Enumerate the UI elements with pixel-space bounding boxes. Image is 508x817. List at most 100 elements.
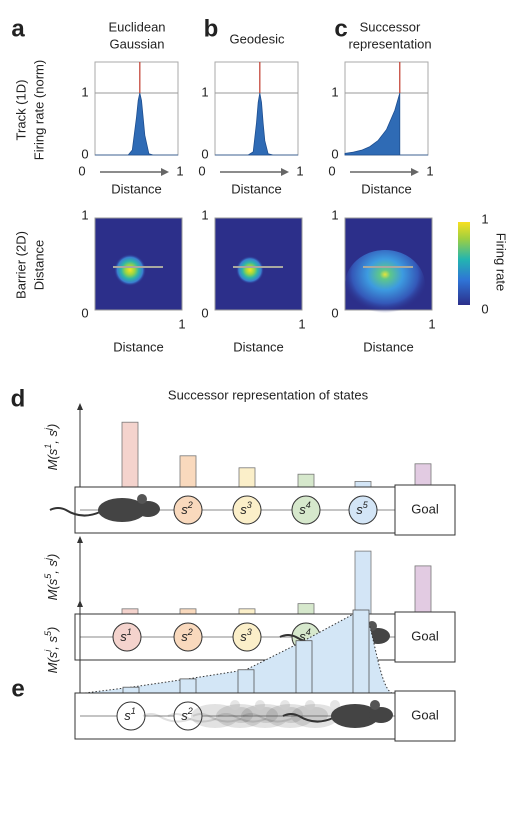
label-part: j xyxy=(43,557,53,561)
heatmap-field xyxy=(345,250,425,320)
state-label: s1 xyxy=(120,627,132,644)
bar xyxy=(414,565,432,615)
x-axis-label: Distance xyxy=(111,181,162,196)
state-label: s2 xyxy=(181,500,193,517)
bar xyxy=(179,455,197,488)
label-part: 1 xyxy=(43,444,53,449)
panel-letter: e xyxy=(11,675,24,702)
bar xyxy=(121,421,139,488)
column-title: Euclidean xyxy=(108,19,165,34)
state-index: 4 xyxy=(306,627,311,637)
colorbar-tick: 1 xyxy=(481,211,488,226)
mouse-ear xyxy=(330,700,340,710)
y-tick-label: 0 xyxy=(81,146,88,161)
mouse-head xyxy=(369,707,393,723)
arrow-head xyxy=(161,168,169,176)
mouse-body xyxy=(291,704,339,728)
label-part: 5 xyxy=(43,573,53,579)
column-title: Gaussian xyxy=(110,36,165,51)
mouse-head xyxy=(254,707,278,723)
state-symbol: s xyxy=(299,629,306,644)
state-node xyxy=(348,495,378,525)
tick-label: 0 xyxy=(201,305,208,320)
state-node xyxy=(232,495,262,525)
state-index: 3 xyxy=(247,500,252,510)
mouse-tail xyxy=(142,713,194,723)
place-field-area xyxy=(85,610,392,693)
x-tick-label: 1 xyxy=(178,316,185,331)
y-tick-label: 1 xyxy=(201,207,208,222)
state-symbol: s xyxy=(356,502,363,517)
mouse-body xyxy=(331,704,379,728)
x-axis-label: Distance xyxy=(113,339,164,354)
y-axis-label: M(si, s5) xyxy=(43,627,60,674)
state-symbol: s xyxy=(240,502,247,517)
panel-letter: a xyxy=(11,15,25,42)
goal-label: Goal xyxy=(411,501,439,516)
bar xyxy=(297,473,315,488)
state-symbol: s xyxy=(240,629,247,644)
x-tick-label: 0 xyxy=(78,163,85,178)
mouse-body xyxy=(191,704,239,728)
state-index: 3 xyxy=(247,627,252,637)
column-title: Successor xyxy=(360,19,421,34)
state-index: 5 xyxy=(363,500,369,510)
x-tick-label: 0 xyxy=(328,163,335,178)
y-axis-label: Firing rate (norm) xyxy=(31,60,46,160)
row-label: Barrier (2D) xyxy=(13,231,28,299)
bar xyxy=(354,480,372,488)
label-part: ) xyxy=(45,424,60,430)
mouse-icon xyxy=(49,494,160,522)
goal-box xyxy=(394,611,456,663)
x-tick-label: 1 xyxy=(176,163,183,178)
x-tick-label: 1 xyxy=(426,163,433,178)
panel-title: Successor representation of states xyxy=(168,387,369,402)
heatmap-field xyxy=(114,254,146,286)
mouse-ear xyxy=(305,700,315,710)
y-tick-label: 0 xyxy=(201,146,208,161)
label-part: , s xyxy=(45,559,60,573)
mouse-body xyxy=(98,498,146,522)
y-tick-label: 1 xyxy=(201,84,208,99)
bar xyxy=(122,686,140,694)
colorbar-label: Firing rate xyxy=(494,233,508,292)
panel-letter: c xyxy=(334,15,347,42)
bar xyxy=(354,550,372,615)
state-label: s2 xyxy=(181,706,193,723)
bar xyxy=(295,640,313,694)
colorbar-tick: 0 xyxy=(481,301,488,316)
mouse-body xyxy=(216,704,264,728)
state-index: 2 xyxy=(187,627,193,637)
bar xyxy=(297,603,315,615)
label-part: ) xyxy=(45,554,60,560)
bar xyxy=(179,678,197,694)
x-axis-label: Distance xyxy=(233,339,284,354)
label-part: j xyxy=(43,427,53,431)
y-axis-label: M(s1, sj) xyxy=(43,424,60,471)
state-label: s3 xyxy=(240,500,252,517)
firing-curve xyxy=(95,92,178,156)
y-tick-label: 1 xyxy=(331,207,338,222)
bar xyxy=(414,463,432,488)
y-axis-label: Distance xyxy=(31,240,46,291)
mouse-ear xyxy=(137,494,147,504)
y-axis-arrow xyxy=(77,403,83,410)
state-label: s5 xyxy=(356,500,369,517)
mouse-head xyxy=(229,707,253,723)
arrow-head xyxy=(411,168,419,176)
state-label: s3 xyxy=(240,627,252,644)
colorbar xyxy=(458,222,470,305)
mouse-tail xyxy=(49,507,101,517)
label-part: M(s xyxy=(45,651,60,673)
mouse-tail xyxy=(167,713,219,723)
mouse-head xyxy=(304,707,328,723)
state-node xyxy=(291,495,321,525)
label-part: 5 xyxy=(43,630,53,636)
label-part: , s xyxy=(45,429,60,443)
mouse-ear xyxy=(280,700,290,710)
label-part: i xyxy=(43,649,53,652)
state-symbol: s xyxy=(181,629,188,644)
bar xyxy=(121,608,139,615)
goal-label: Goal xyxy=(411,628,439,643)
